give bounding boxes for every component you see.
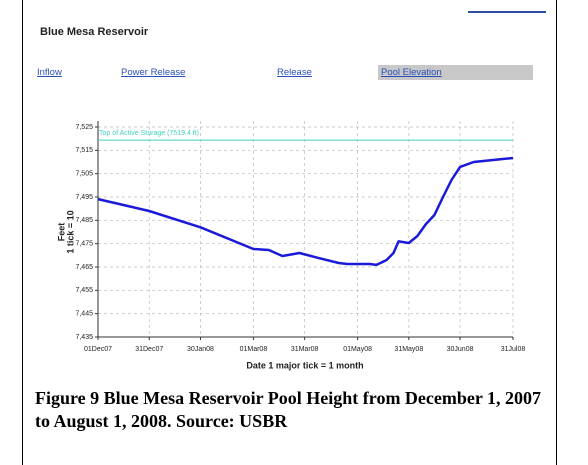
reference-label: Top of Active Storage (7519.4 ft) [99, 130, 199, 137]
y-label: Feet [56, 223, 66, 242]
frame [22, 0, 557, 465]
y-tick-label: 7,465 [75, 264, 93, 271]
header-title: Blue Mesa Reservoir [40, 26, 149, 38]
x-label: Date 1 major tick = 1 month [246, 360, 363, 370]
tab[interactable]: Power Release [121, 67, 186, 78]
tab[interactable]: Pool Elevation [381, 67, 442, 78]
y-tick-label: 7,495 [75, 194, 93, 201]
y-tick-label: 7,455 [75, 287, 93, 294]
x-tick-label: 01Dec07 [84, 346, 112, 353]
data-line [97, 156, 514, 267]
chart: Feet 1 tick = 10 Date 1 major tick = 1 m… [56, 121, 526, 370]
x-tick-label: 30Jan08 [187, 346, 214, 353]
x-tick-label: 30Jun08 [447, 346, 474, 353]
y-label-sub: 1 tick = 10 [65, 210, 75, 253]
x-tick-label: 31Mar08 [291, 346, 319, 353]
y-tick-label: 7,505 [75, 171, 93, 178]
y-tick-label: 7,475 [75, 241, 93, 248]
y-tick-label: 7,445 [75, 311, 93, 318]
tab[interactable]: Inflow [37, 67, 62, 78]
logo [468, 11, 546, 13]
x-tick-label: 31Jul08 [501, 346, 526, 353]
y-tick-label: 7,525 [75, 124, 93, 131]
tab-selected-bg [378, 65, 533, 80]
y-tick-label: 7,435 [75, 334, 93, 341]
y-tick-label: 7,515 [75, 147, 93, 154]
x-tick-label: 01May08 [343, 346, 372, 353]
caption: Figure 9 Blue Mesa Reservoir Pool Height… [35, 388, 542, 431]
tab[interactable]: Release [277, 67, 312, 78]
x-tick-label: 01Mar08 [240, 346, 268, 353]
x-tick-label: 31May08 [394, 346, 423, 353]
y-tick-label: 7,485 [75, 217, 93, 224]
x-tick-label: 31Dec07 [135, 346, 163, 353]
